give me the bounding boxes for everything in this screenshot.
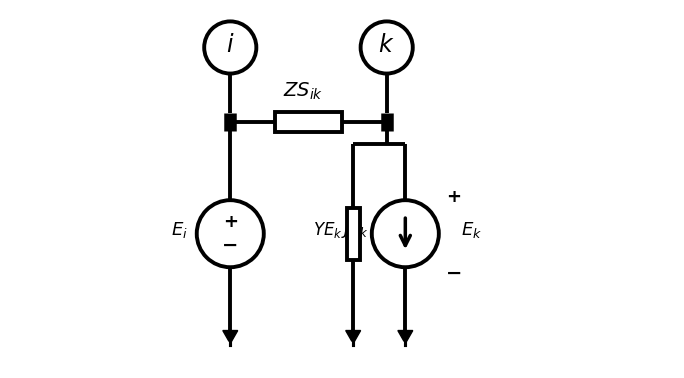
Text: −: − — [445, 264, 462, 283]
Text: $ZS_{ik}$: $ZS_{ik}$ — [282, 81, 323, 102]
Text: $JE_k$: $JE_k$ — [341, 220, 368, 240]
Text: +: + — [446, 188, 461, 206]
Circle shape — [360, 22, 412, 74]
Text: +: + — [223, 213, 238, 231]
Bar — [347, 208, 360, 260]
Text: $YE_k$: $YE_k$ — [313, 220, 343, 240]
Text: $E_i$: $E_i$ — [170, 220, 187, 240]
Bar — [275, 112, 342, 132]
Text: $k$: $k$ — [378, 34, 395, 57]
Circle shape — [197, 200, 264, 267]
Text: $i$: $i$ — [226, 34, 235, 57]
Polygon shape — [223, 330, 238, 341]
Circle shape — [205, 22, 256, 74]
Polygon shape — [398, 330, 412, 341]
Text: −: − — [222, 236, 239, 255]
Text: $E_k$: $E_k$ — [461, 220, 482, 240]
Circle shape — [372, 200, 439, 267]
Polygon shape — [345, 330, 360, 341]
